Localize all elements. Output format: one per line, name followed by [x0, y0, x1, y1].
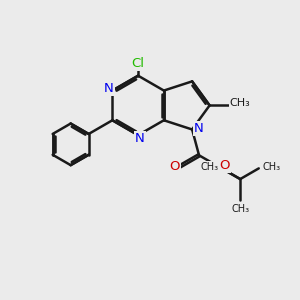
Text: N: N [194, 122, 203, 135]
Text: CH₃: CH₃ [231, 204, 249, 214]
Text: CH₃: CH₃ [262, 162, 280, 172]
Text: N: N [135, 132, 145, 145]
Text: CH₃: CH₃ [200, 162, 218, 172]
Text: Cl: Cl [132, 57, 145, 70]
Text: O: O [169, 160, 180, 173]
Text: O: O [220, 159, 230, 172]
Text: CH₃: CH₃ [230, 98, 250, 108]
Text: N: N [104, 82, 114, 95]
